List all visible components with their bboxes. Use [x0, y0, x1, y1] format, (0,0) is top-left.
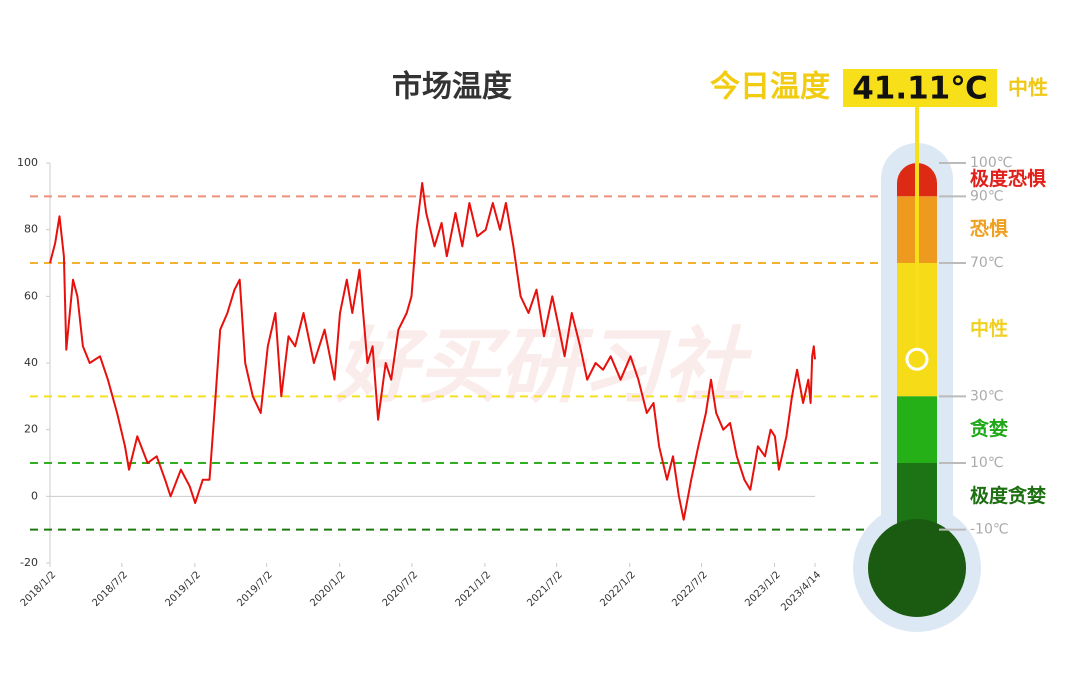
zone-label: 贪婪	[969, 417, 1008, 440]
thermo-tick-label: 100℃	[970, 155, 1012, 171]
x-tick-label: 2020/1/2	[308, 569, 348, 609]
y-tick-label: 100	[17, 156, 38, 169]
y-tick-label: 20	[24, 423, 38, 436]
x-tick-label: 2021/1/2	[454, 569, 494, 609]
thermo-tick-label: 70℃	[970, 255, 1004, 271]
thermo-tick-label: 30℃	[970, 388, 1004, 404]
y-tick-label: 60	[24, 289, 38, 302]
today-status: 中性	[1008, 76, 1048, 100]
thermo-tick-label: 90℃	[970, 188, 1004, 204]
x-tick-label: 2020/7/2	[381, 569, 421, 609]
today-box	[843, 69, 997, 107]
thermo-tick-label: 10℃	[970, 455, 1004, 471]
zone-label: 极度恐惧	[970, 167, 1046, 190]
x-tick-label: 2023/4/14	[779, 569, 823, 613]
today-value: 41.11℃	[852, 71, 988, 107]
y-tick-label: 40	[24, 356, 38, 369]
thermo-zone	[897, 396, 937, 463]
x-tick-label: 2023/1/2	[743, 569, 783, 609]
today-label: 今日温度	[710, 70, 830, 105]
zone-label: 恐惧	[970, 218, 1008, 240]
x-tick-label: 2019/7/2	[235, 569, 275, 609]
x-tick-label: 2021/7/2	[525, 569, 565, 609]
y-tick-label: 0	[31, 489, 38, 502]
x-tick-label: 2018/1/2	[19, 569, 59, 609]
zone-label: 中性	[970, 317, 1008, 340]
chart-title: 市场温度	[392, 70, 512, 105]
today-marker	[905, 347, 929, 371]
y-tick-label: -20	[20, 556, 38, 569]
y-tick-label: 80	[24, 223, 38, 236]
line-series	[49, 182, 816, 521]
thermo-bulb	[868, 519, 966, 617]
x-tick-label: 2018/7/2	[91, 569, 131, 609]
x-tick-label: 2022/7/2	[670, 569, 710, 609]
x-tick-label: 2019/1/2	[164, 569, 204, 609]
thermo-tick-label: -10℃	[970, 522, 1009, 538]
x-tick-label: 2022/1/2	[598, 569, 638, 609]
zone-label: 极度贪婪	[970, 484, 1046, 507]
